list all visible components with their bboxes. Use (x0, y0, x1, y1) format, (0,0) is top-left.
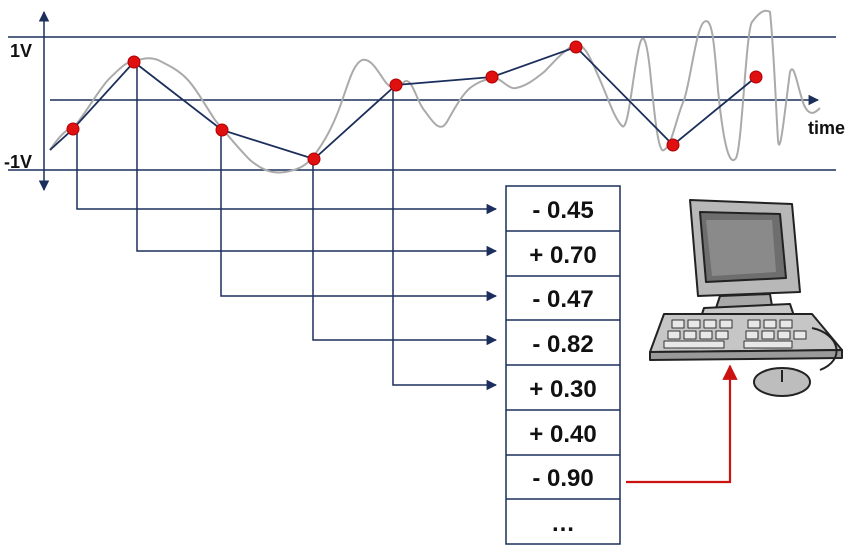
sample-points (66, 40, 763, 166)
sample-point (127, 55, 141, 69)
sampled-signal-line (49, 45, 757, 161)
sample-point (485, 70, 499, 84)
connector-sample-4 (312, 160, 498, 346)
time-label: time (808, 118, 845, 138)
output-to-computer-arrow (626, 364, 738, 484)
sample-value-7: - 0.90 (532, 465, 593, 492)
sample-value-4: - 0.82 (532, 331, 593, 358)
sample-value-1: - 0.45 (532, 197, 593, 224)
sample-point (307, 152, 321, 166)
sample-value-5: + 0.30 (529, 376, 596, 403)
one-volt-label: 1V (10, 41, 32, 61)
sample-value-3: - 0.47 (532, 286, 593, 313)
sample-value-table: - 0.45 + 0.70 - 0.47 - 0.82 + 0.30 + 0.4… (505, 185, 621, 545)
computer-icon (649, 199, 843, 371)
connector-sample-3 (220, 130, 498, 302)
sample-value-ellipsis: … (551, 510, 575, 537)
sample-point (215, 123, 229, 137)
mouse-icon (753, 367, 811, 397)
sample-point (66, 122, 80, 136)
sample-point (666, 138, 680, 152)
connector-sample-2 (136, 63, 498, 257)
minus-one-volt-label: -1V (4, 152, 32, 172)
connector-sample-1 (76, 130, 498, 215)
sample-value-6: + 0.40 (529, 421, 596, 448)
sample-point (569, 40, 583, 54)
sample-point (749, 70, 763, 84)
analog-signal-curve (49, 9, 821, 174)
sample-value-2: + 0.70 (529, 242, 596, 269)
sample-connectors (76, 63, 498, 391)
connector-sample-5 (392, 85, 498, 391)
sample-point (389, 78, 403, 92)
